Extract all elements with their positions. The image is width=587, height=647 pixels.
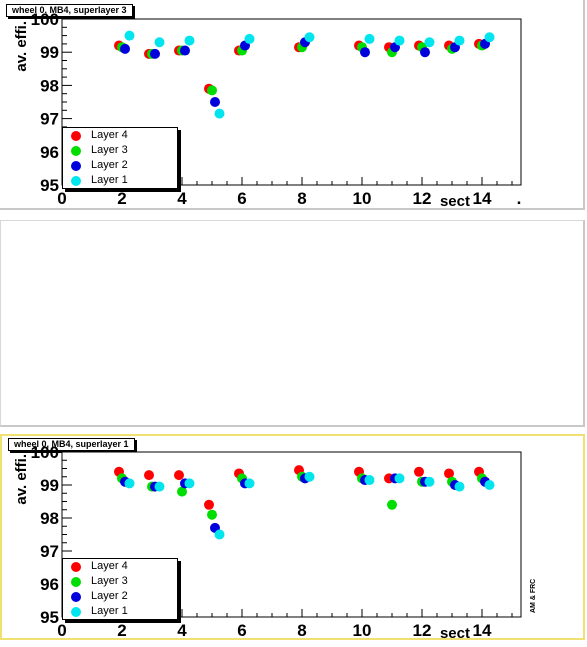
data-point — [180, 45, 190, 56]
legend-marker-layer3 — [71, 146, 81, 156]
empty-chart-panel — [0, 220, 585, 427]
data-point — [124, 30, 135, 41]
y-axis-label: av. effi. — [13, 21, 30, 72]
legend-item-layer1: Layer 1 — [63, 173, 177, 188]
legend-marker-layer1 — [71, 176, 81, 186]
top-chart-title: wheel 0, MB4, superlayer 3 — [6, 4, 133, 17]
data-point — [154, 37, 165, 48]
legend-label-layer3: Layer 3 — [91, 144, 128, 156]
y-tick-label: 100 — [31, 10, 59, 29]
legend-label-layer4: Layer 4 — [91, 129, 128, 141]
legend-label-layer2: Layer 2 — [91, 159, 128, 171]
data-point — [244, 33, 255, 44]
data-point — [394, 35, 405, 46]
data-point — [184, 35, 195, 46]
legend-item-layer2: Layer 2 — [63, 158, 177, 173]
legend-marker-layer4 — [71, 131, 81, 141]
data-point — [150, 48, 160, 59]
x-tick-label: 12 — [413, 189, 432, 208]
legend-item-layer3: Layer 3 — [63, 143, 177, 158]
y-tick-label: 98 — [40, 76, 59, 95]
y-tick-label: 97 — [40, 110, 59, 129]
y-tick-label: 99 — [40, 43, 59, 62]
bottom-chart-legend: Layer 4 Layer 3 Layer 2 Layer 1 — [62, 558, 178, 620]
legend-marker-layer3 — [71, 577, 81, 587]
bottom-chart-title: wheel 0, MB4, superlayer 1 — [8, 438, 135, 451]
legend-item-layer1: Layer 1 — [63, 604, 177, 619]
legend-marker-layer2 — [71, 592, 81, 602]
data-point — [120, 43, 130, 54]
data-point — [420, 47, 430, 58]
x-axis-label: sect — [440, 193, 470, 210]
data-point — [484, 32, 495, 43]
data-point — [304, 32, 315, 43]
x-tick-label: 8 — [297, 189, 306, 208]
legend-label-layer3: Layer 3 — [91, 575, 128, 587]
x-tick-label: 10 — [353, 189, 372, 208]
x-axis-end-mark: . — [517, 189, 522, 208]
legend-item-layer4: Layer 4 — [63, 559, 177, 574]
data-point — [207, 85, 217, 96]
top-chart-panel: wheel 0, MB4, superlayer 3 95 96 97 98 99 100… — [0, 0, 585, 210]
y-tick-label: 95 — [40, 176, 59, 195]
data-point — [360, 47, 370, 58]
x-tick-label: 14 — [473, 189, 492, 208]
data-point — [454, 35, 465, 46]
x-tick-label: 2 — [117, 189, 126, 208]
legend-label-layer1: Layer 1 — [91, 174, 128, 186]
legend-marker-layer1 — [71, 607, 81, 617]
data-point — [214, 108, 225, 119]
data-point — [424, 37, 435, 48]
legend-marker-layer2 — [71, 161, 81, 171]
top-chart-legend: Layer 4 Layer 3 Layer 2 Layer 1 — [62, 127, 178, 189]
data-point — [210, 97, 220, 107]
y-tick-label: 96 — [40, 143, 59, 162]
legend-label-layer4: Layer 4 — [91, 560, 128, 572]
legend-label-layer1: Layer 1 — [91, 605, 128, 617]
legend-item-layer4: Layer 4 — [63, 128, 177, 143]
x-tick-label: 0 — [57, 189, 66, 208]
x-tick-label: 4 — [177, 189, 187, 208]
legend-marker-layer4 — [71, 562, 81, 572]
credit-text: AM & FRC — [530, 578, 537, 613]
legend-item-layer3: Layer 3 — [63, 574, 177, 589]
data-point — [364, 33, 375, 44]
legend-item-layer2: Layer 2 — [63, 589, 177, 604]
legend-label-layer2: Layer 2 — [91, 590, 128, 602]
x-tick-label: 6 — [237, 189, 246, 208]
